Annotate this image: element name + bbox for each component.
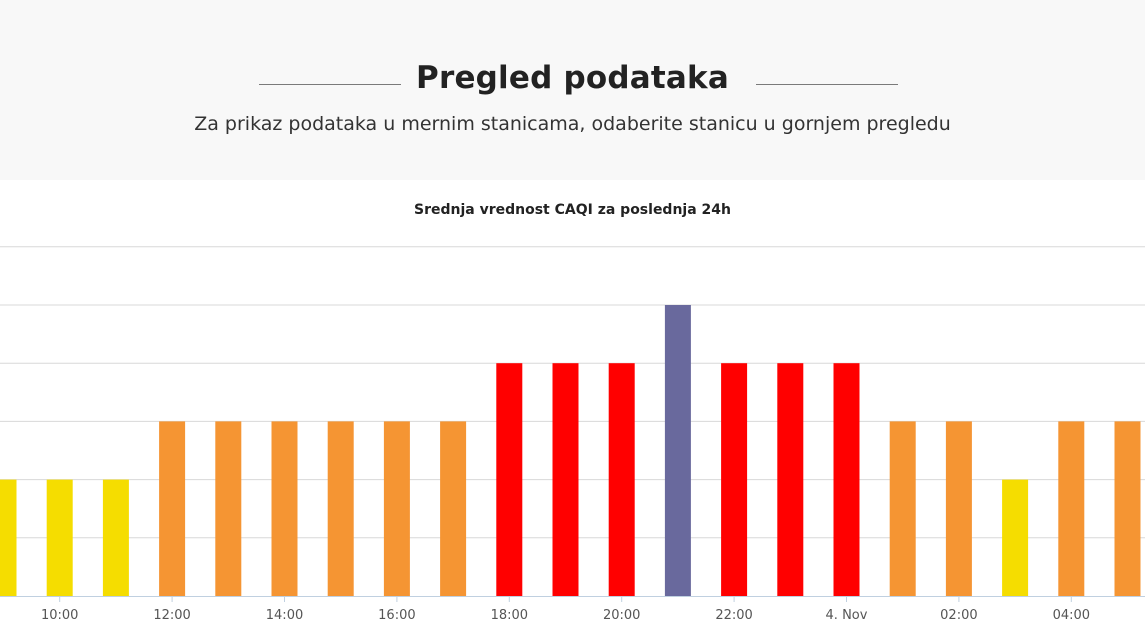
bar-15:00[interactable]: [327, 421, 354, 596]
bar-03:00[interactable]: [1002, 479, 1029, 596]
caqi-bar-chart: 10:00 12:00 14:00 16:00 18:00 20:00 22:00 4. No…: [0, 246, 1145, 623]
bar-00:00[interactable]: [833, 363, 860, 596]
title-divider-right: [756, 84, 898, 85]
bar-18:00[interactable]: [496, 363, 523, 596]
x-tick-label: 16:00: [378, 608, 415, 623]
bar-20:00[interactable]: [608, 363, 635, 596]
chart-title: Srednja vrednost CAQI za poslednja 24h: [413, 202, 731, 218]
bar-21:00[interactable]: [664, 305, 691, 596]
x-tick-label: 14:00: [266, 608, 303, 623]
page-title: Pregled podataka: [416, 60, 729, 96]
x-tick-label: 22:00: [715, 608, 752, 623]
bar-02:00[interactable]: [945, 421, 972, 596]
x-tick-label: 20:00: [603, 608, 640, 623]
bar-23:00[interactable]: [777, 363, 804, 596]
title-divider-left: [259, 84, 401, 85]
bar-05:00[interactable]: [1114, 421, 1141, 596]
page-header: Pregled podataka Za prikaz podataka u me…: [0, 0, 1145, 180]
bar-16:00[interactable]: [383, 421, 410, 596]
bar-01:00[interactable]: [889, 421, 916, 596]
x-tick-label: 02:00: [940, 608, 977, 623]
x-tick-label: 10:00: [41, 608, 78, 623]
bar-09:00[interactable]: [0, 479, 17, 596]
bar-14:00[interactable]: [271, 421, 298, 596]
bar-19:00[interactable]: [552, 363, 579, 596]
bar-12:00[interactable]: [159, 421, 186, 596]
bar-17:00[interactable]: [440, 421, 467, 596]
x-tick-label: 04:00: [1053, 608, 1090, 623]
bar-13:00[interactable]: [215, 421, 242, 596]
bar-22:00[interactable]: [721, 363, 748, 596]
x-tick-label: 12:00: [153, 608, 190, 623]
bar-11:00[interactable]: [102, 479, 129, 596]
page-subtitle: Za prikaz podataka u mernim stanicama, o…: [194, 113, 951, 135]
bar-10:00[interactable]: [46, 479, 73, 596]
x-tick-label: 4. Nov: [826, 608, 868, 623]
bar-04:00[interactable]: [1058, 421, 1085, 596]
title-row: Pregled podataka: [0, 58, 1145, 108]
x-tick-label: 18:00: [491, 608, 528, 623]
